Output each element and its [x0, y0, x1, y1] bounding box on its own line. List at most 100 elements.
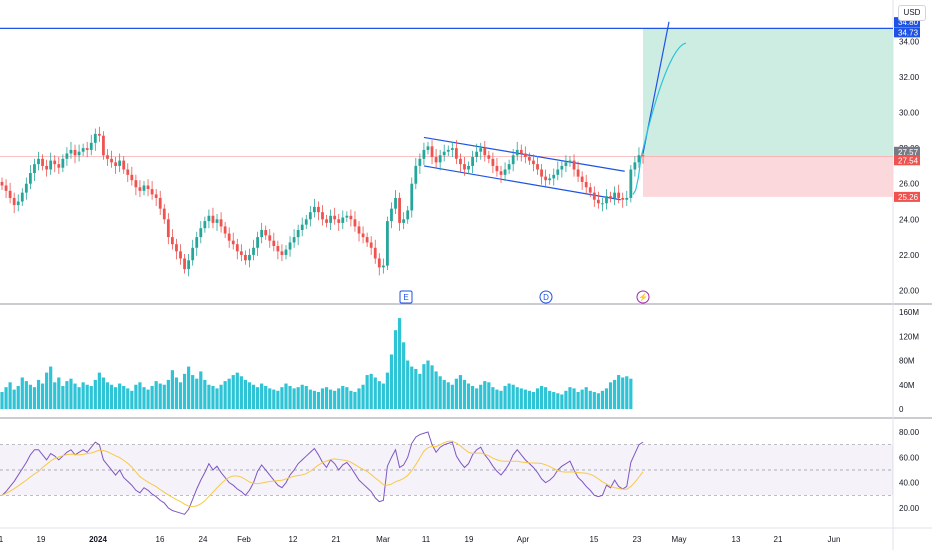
volume-bar: [499, 390, 503, 409]
date-tick-label: Jun: [828, 535, 841, 544]
volume-tick-label: 160M: [899, 308, 919, 317]
volume-bar: [28, 384, 32, 409]
price-tag-label: 34.73: [898, 28, 919, 37]
candle-body: [406, 210, 410, 220]
event-marker-label: E: [403, 293, 408, 302]
volume-bars[interactable]: [0, 318, 633, 409]
volume-bar: [195, 378, 199, 409]
candle-body: [519, 149, 523, 154]
volume-bar: [564, 390, 568, 409]
volume-bar: [365, 375, 369, 409]
volume-bar: [276, 390, 280, 409]
candle-body: [227, 233, 231, 241]
candle-body: [114, 162, 117, 166]
volume-bar: [231, 375, 235, 409]
candle-body: [410, 183, 414, 211]
event-marker-badge[interactable]: [539, 290, 553, 304]
candle-body: [69, 149, 73, 154]
date-tick-label: Feb: [237, 535, 251, 544]
volume-bar: [385, 372, 390, 409]
volume-bar: [625, 376, 629, 409]
volume-bar: [134, 384, 138, 409]
volume-bar: [511, 384, 515, 409]
candle-body: [459, 158, 462, 165]
candle-body: [479, 148, 483, 152]
volume-bar: [0, 392, 4, 409]
volume-bar: [503, 385, 507, 409]
date-tick-label: 21: [774, 535, 783, 544]
candles-group[interactable]: [0, 126, 645, 277]
volume-bar: [507, 383, 511, 409]
candle-body: [110, 158, 113, 163]
candle-body: [430, 146, 434, 158]
volume-bar: [402, 342, 406, 409]
candle-body: [588, 187, 592, 193]
candle-body: [373, 247, 377, 259]
candle-body: [467, 165, 470, 170]
candle-body: [300, 224, 304, 230]
candle-body: [288, 242, 292, 250]
event-marker-badge[interactable]: [399, 290, 413, 304]
price-tag: [894, 27, 920, 38]
volume-bar: [158, 383, 162, 409]
volume-bar: [65, 381, 69, 409]
currency-label[interactable]: USD: [898, 5, 926, 21]
candle-body: [584, 181, 588, 188]
volume-bar: [324, 387, 329, 409]
candle-body: [434, 157, 438, 163]
volume-bar: [527, 390, 532, 409]
volume-bar: [613, 379, 617, 409]
volume-bar: [531, 392, 536, 409]
candle-body: [495, 165, 499, 172]
candle-body: [357, 226, 361, 234]
volume-bar: [191, 375, 195, 409]
volume-tick-label: 40M: [899, 381, 915, 390]
candle-body: [621, 197, 625, 200]
volume-bar: [219, 384, 223, 409]
candle-body: [491, 158, 495, 166]
rsi-indicator[interactable]: [0, 431, 893, 515]
price-tag-label: 27.57: [898, 148, 919, 157]
candle-body: [49, 160, 53, 170]
candle-body: [126, 169, 130, 175]
volume-bar: [377, 381, 381, 409]
candle-body: [57, 164, 61, 168]
candle-body: [195, 237, 199, 248]
channel-lower-line[interactable]: [423, 165, 621, 201]
candle-body: [130, 174, 134, 181]
volume-bar: [12, 389, 16, 409]
volume-bar: [471, 385, 475, 409]
volume-bar: [174, 377, 179, 409]
candle-body: [463, 164, 466, 170]
volume-bar: [239, 376, 243, 409]
volume-bar: [170, 370, 174, 409]
candle-body: [252, 247, 255, 255]
event-marker-badge[interactable]: [636, 290, 650, 304]
volume-bar: [36, 379, 41, 409]
volume-bar: [345, 387, 349, 409]
candle-body: [329, 215, 333, 223]
volume-bar: [251, 384, 256, 409]
candle-body: [454, 148, 458, 159]
candle-body: [609, 196, 612, 198]
rsi-ma-line[interactable]: [1, 440, 644, 508]
loss-zone[interactable]: [643, 156, 893, 197]
date-tick-label: Mar: [376, 535, 390, 544]
date-tick-label: May: [671, 535, 686, 544]
price-tag-label: 25.26: [898, 193, 919, 202]
volume-bar: [182, 373, 187, 409]
candle-body: [170, 237, 174, 245]
volume-bar: [349, 390, 353, 409]
candle-body: [65, 153, 69, 159]
candle-body: [53, 160, 57, 165]
candle-body: [122, 160, 126, 170]
candle-body: [166, 219, 170, 238]
volume-bar: [560, 394, 564, 409]
volume-bar: [122, 385, 126, 409]
projection-curve[interactable]: [632, 42, 687, 195]
profit-zone[interactable]: [643, 28, 893, 157]
volume-bar: [227, 378, 231, 409]
volume-bar: [397, 318, 402, 409]
volume-bar: [288, 385, 292, 409]
